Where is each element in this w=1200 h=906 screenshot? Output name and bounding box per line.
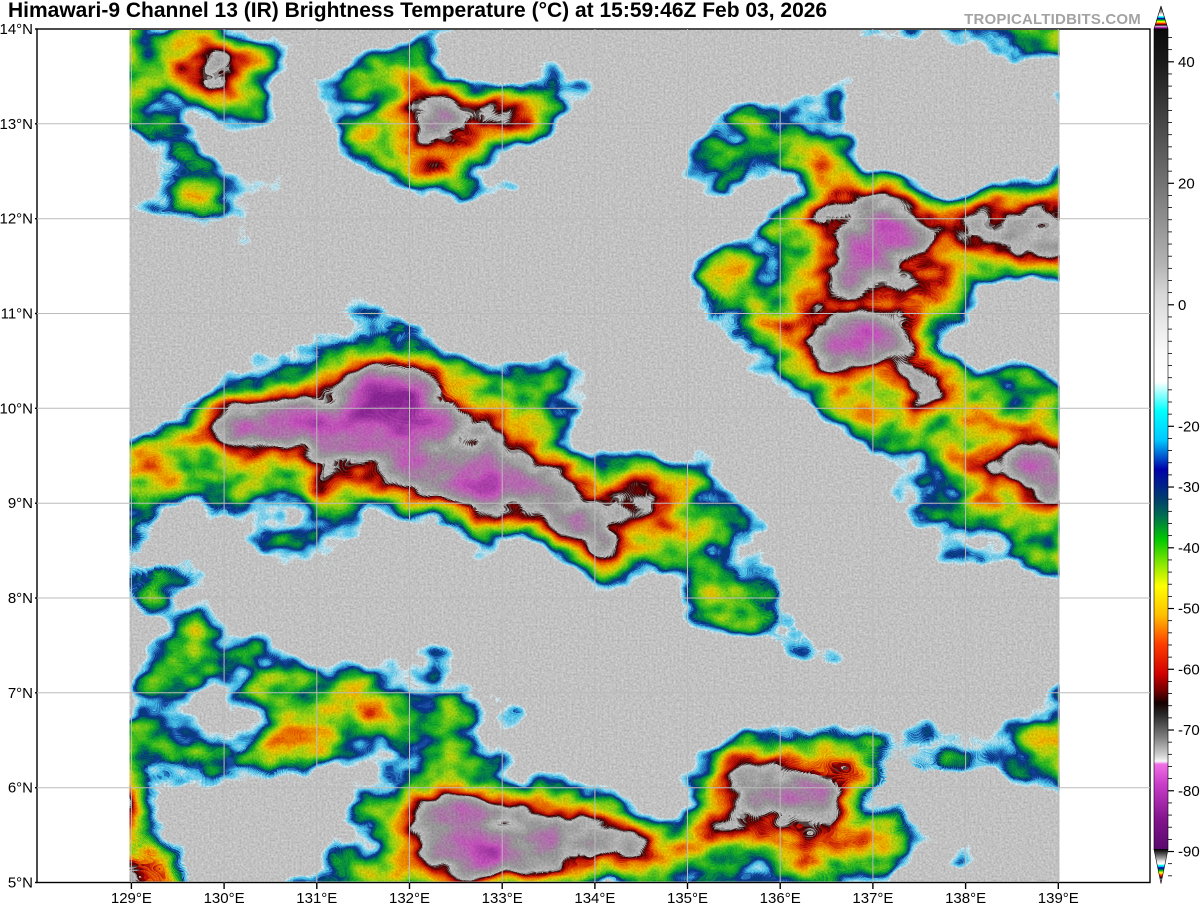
svg-text:-90: -90 <box>1178 844 1200 861</box>
svg-text:135°E: 135°E <box>667 890 708 906</box>
svg-text:130°E: 130°E <box>204 890 245 906</box>
svg-text:9°N: 9°N <box>8 495 33 512</box>
svg-text:8°N: 8°N <box>8 590 33 607</box>
svg-text:11°N: 11°N <box>1 306 33 323</box>
svg-text:136°E: 136°E <box>760 890 801 906</box>
svg-text:134°E: 134°E <box>574 890 615 906</box>
svg-text:6°N: 6°N <box>8 780 33 797</box>
svg-text:138°E: 138°E <box>945 890 986 906</box>
svg-text:133°E: 133°E <box>482 890 523 906</box>
svg-text:14°N: 14°N <box>0 21 33 38</box>
svg-text:129°E: 129°E <box>111 890 152 906</box>
svg-text:40: 40 <box>1178 54 1195 71</box>
svg-text:-80: -80 <box>1178 783 1200 800</box>
svg-text:7°N: 7°N <box>8 685 33 702</box>
svg-text:-70: -70 <box>1178 722 1200 739</box>
svg-text:137°E: 137°E <box>852 890 893 906</box>
svg-text:12°N: 12°N <box>0 211 33 228</box>
svg-text:-30: -30 <box>1178 479 1200 496</box>
svg-text:-60: -60 <box>1178 661 1200 678</box>
svg-text:-20: -20 <box>1178 418 1200 435</box>
svg-text:0: 0 <box>1178 297 1186 314</box>
svg-text:132°E: 132°E <box>389 890 430 906</box>
svg-text:139°E: 139°E <box>1038 890 1079 906</box>
svg-text:-40: -40 <box>1178 540 1200 557</box>
svg-text:131°E: 131°E <box>296 890 337 906</box>
svg-text:-50: -50 <box>1178 601 1200 618</box>
svg-text:20: 20 <box>1178 175 1195 192</box>
svg-text:13°N: 13°N <box>0 116 33 133</box>
svg-text:5°N: 5°N <box>8 875 33 892</box>
svg-text:10°N: 10°N <box>0 400 33 417</box>
